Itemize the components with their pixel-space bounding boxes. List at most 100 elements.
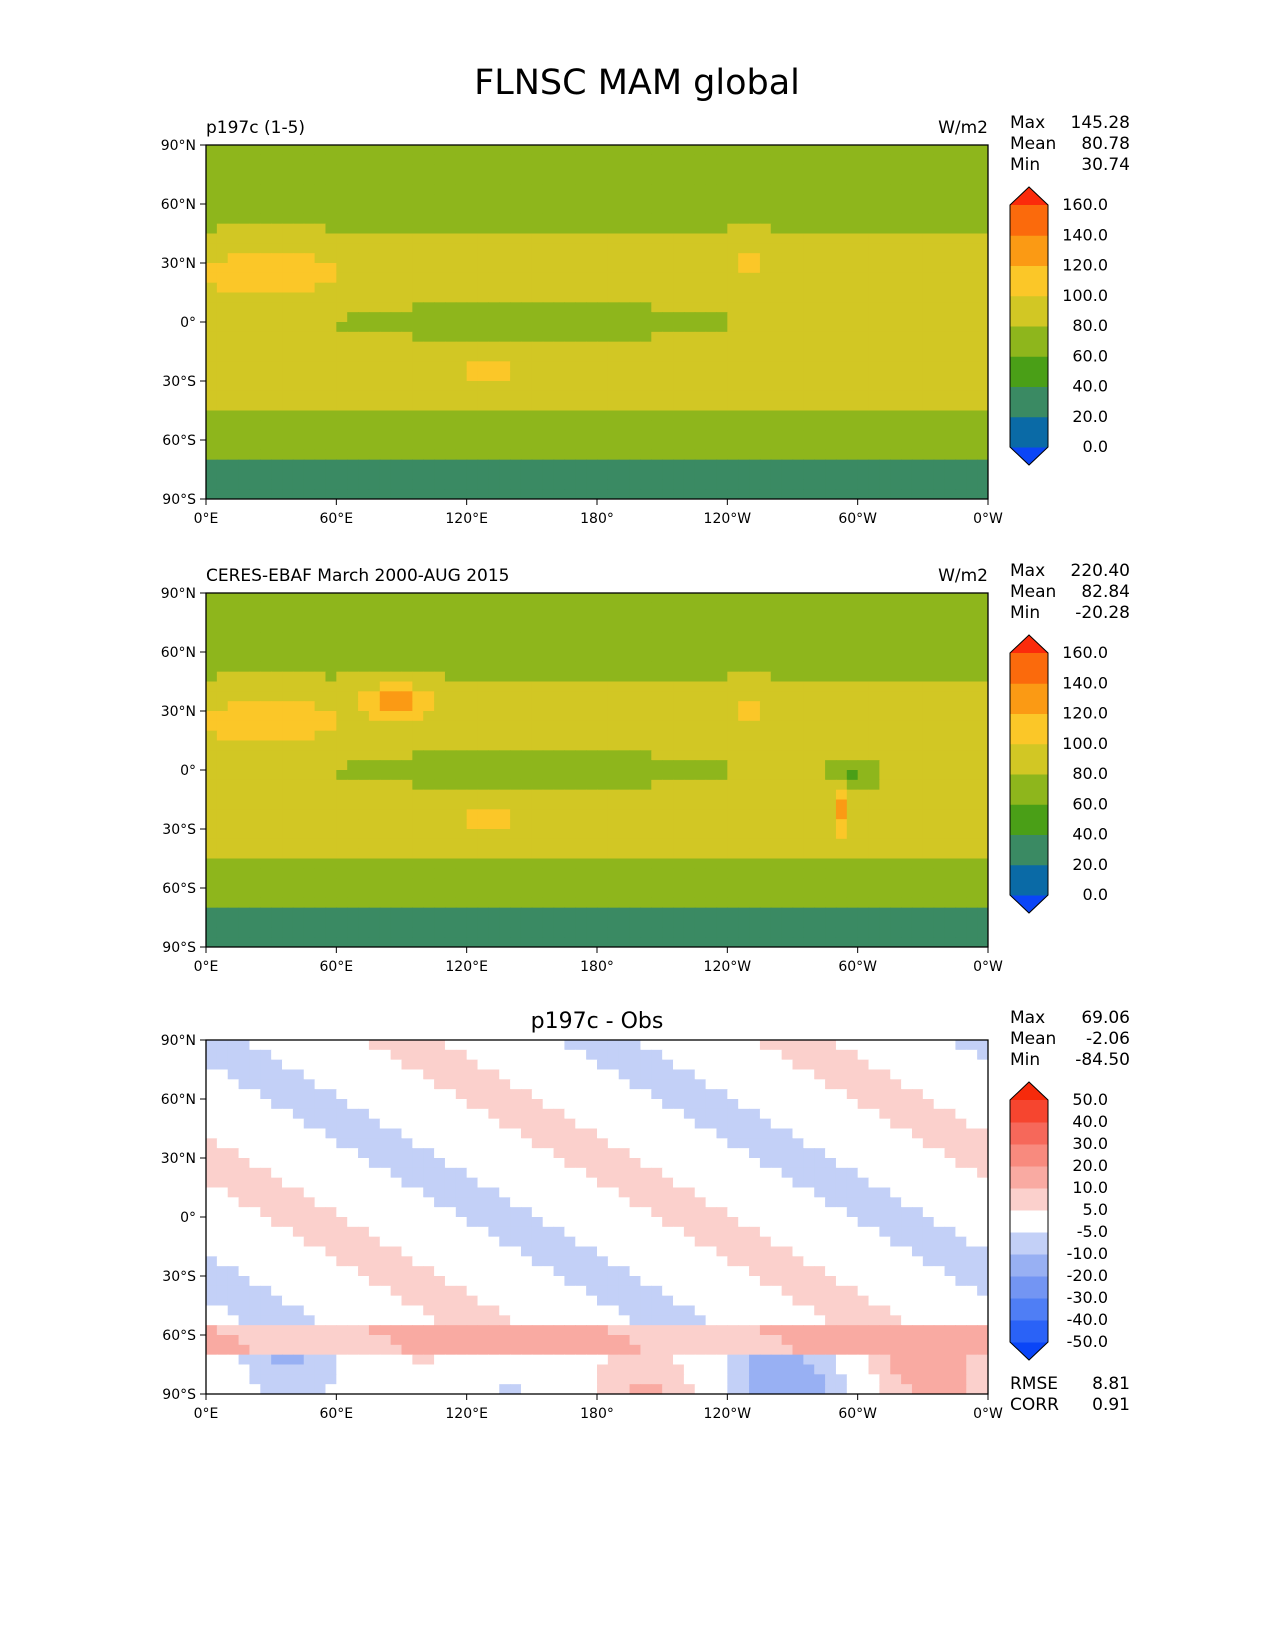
map-cell: [618, 204, 631, 215]
map-cell: [520, 691, 533, 702]
map-cell: [618, 322, 631, 333]
map-cell: [412, 331, 424, 343]
map-cell: [705, 459, 718, 471]
map-cell: [325, 400, 337, 412]
map-cell: [846, 312, 859, 323]
map-cell: [303, 312, 316, 323]
map-cell: [401, 449, 413, 461]
map-cell: [694, 681, 707, 692]
map-cell: [499, 789, 511, 801]
map-cell: [444, 681, 457, 692]
map-cell: [640, 184, 652, 195]
map-cell: [510, 312, 522, 323]
map-cell: [846, 671, 859, 683]
map-cell: [292, 720, 305, 732]
map-cell: [282, 858, 294, 869]
map-cell: [303, 302, 316, 313]
map-cell: [673, 760, 685, 771]
map-cell: [499, 381, 511, 392]
map-cell: [846, 154, 859, 166]
map-cell: [325, 272, 337, 284]
map-cell: [825, 848, 837, 860]
map-cell: [358, 701, 370, 712]
map-cell: [303, 750, 316, 761]
map-cell: [705, 720, 718, 732]
map-cell: [216, 469, 229, 480]
map-cell: [542, 322, 555, 333]
map-cell: [575, 809, 587, 820]
map-cell: [368, 449, 381, 461]
map-cell: [368, 263, 381, 274]
map-cell: [749, 661, 761, 673]
map-cell: [857, 381, 870, 392]
map-cell: [260, 489, 272, 499]
map-cell: [651, 779, 663, 791]
map-cell: [325, 322, 337, 333]
map-cell: [455, 292, 468, 303]
map-cell: [911, 194, 924, 205]
map-cell: [347, 711, 359, 722]
map-cell: [520, 400, 533, 412]
map-cell: [466, 253, 479, 264]
map-cell: [683, 750, 696, 761]
map-cell: [738, 184, 750, 195]
map-cell: [466, 593, 479, 604]
map-cell: [434, 829, 446, 840]
map-cell: [759, 750, 772, 761]
map-cell: [879, 272, 891, 284]
map-cell: [260, 243, 272, 254]
map-cell: [770, 671, 783, 683]
map-cell: [846, 282, 859, 294]
map-cell: [749, 204, 761, 215]
map-cell: [586, 720, 598, 732]
map-cell: [477, 243, 489, 254]
map-cell: [260, 459, 272, 471]
map-cell: [890, 292, 902, 303]
map-cell: [770, 253, 783, 264]
map-cell: [455, 858, 468, 869]
map-cell: [206, 184, 218, 195]
map-cell: [434, 632, 446, 643]
map-cell: [466, 449, 479, 461]
map-cell: [879, 449, 891, 461]
map-cell: [879, 371, 891, 382]
map-cell: [846, 878, 859, 889]
map-cell: [662, 341, 674, 353]
map-cell: [531, 897, 544, 909]
map-cell: [520, 838, 533, 850]
map-cell: [716, 361, 728, 372]
map-cell: [575, 272, 587, 284]
map-cell: [673, 410, 685, 421]
map-cell: [944, 681, 957, 692]
map-cell: [694, 223, 707, 235]
map-cell: [857, 145, 870, 156]
map-cell: [564, 878, 576, 889]
map-cell: [303, 642, 316, 653]
map-cell: [260, 479, 272, 490]
map-cell: [260, 622, 272, 633]
map-cell: [694, 819, 707, 830]
map-cell: [781, 897, 794, 909]
map-cell: [564, 489, 576, 499]
map-cell: [347, 652, 359, 663]
map-cell: [955, 312, 967, 323]
map-cell: [770, 174, 783, 185]
map-cell: [738, 292, 750, 303]
map-cell: [282, 848, 294, 860]
map-cell: [542, 430, 555, 441]
map-cell: [955, 459, 967, 471]
map-cell: [216, 164, 229, 176]
map-cell: [901, 302, 913, 313]
map-cell: [271, 770, 283, 781]
map-cell: [520, 351, 533, 362]
map-cell: [803, 701, 815, 712]
map-cell: [705, 701, 718, 712]
map-cell: [499, 622, 511, 633]
map-cell: [955, 430, 967, 441]
map-cell: [749, 253, 761, 264]
map-cell: [553, 322, 566, 333]
map-cell: [466, 371, 479, 382]
map-cell: [282, 671, 294, 683]
map-cell: [542, 381, 555, 392]
map-cell: [564, 263, 576, 274]
